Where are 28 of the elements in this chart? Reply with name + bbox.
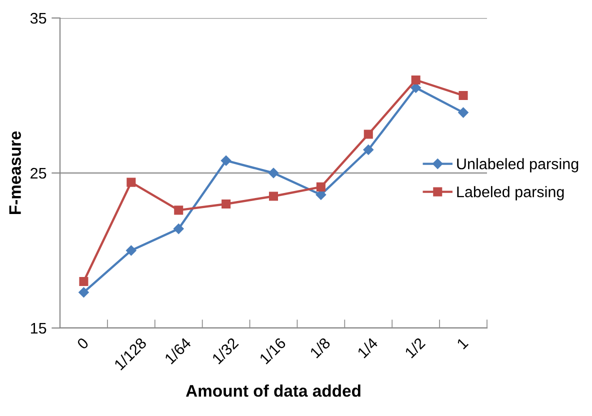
x-tick-label: 1	[456, 337, 469, 350]
point	[316, 182, 326, 192]
x-tick-label: 1/8	[309, 336, 331, 358]
x-tick-label: 1/2	[404, 336, 426, 358]
point	[126, 245, 136, 256]
point	[79, 276, 88, 286]
point	[78, 287, 89, 298]
x-axis-title: Amount of data added	[186, 384, 360, 397]
x-tick-label: 1/4	[356, 336, 378, 358]
x-tick-label: 0	[76, 337, 90, 350]
point	[173, 224, 184, 234]
legend-label: Labeled parsing	[457, 186, 564, 200]
y-tick-label: 35	[30, 12, 46, 24]
point	[458, 90, 468, 100]
point	[222, 199, 231, 209]
point	[268, 192, 278, 201]
point	[458, 107, 468, 118]
y-tick-label: 25	[30, 168, 46, 179]
legend-label: Unlabeled parsing	[457, 158, 578, 172]
point	[364, 130, 373, 139]
point	[268, 168, 279, 178]
point	[174, 206, 184, 215]
point	[220, 155, 232, 166]
y-tick-label: 15	[30, 323, 46, 334]
y-axis-title: F-measure	[9, 131, 21, 214]
point	[363, 144, 374, 155]
point	[411, 75, 420, 85]
point	[126, 178, 136, 187]
